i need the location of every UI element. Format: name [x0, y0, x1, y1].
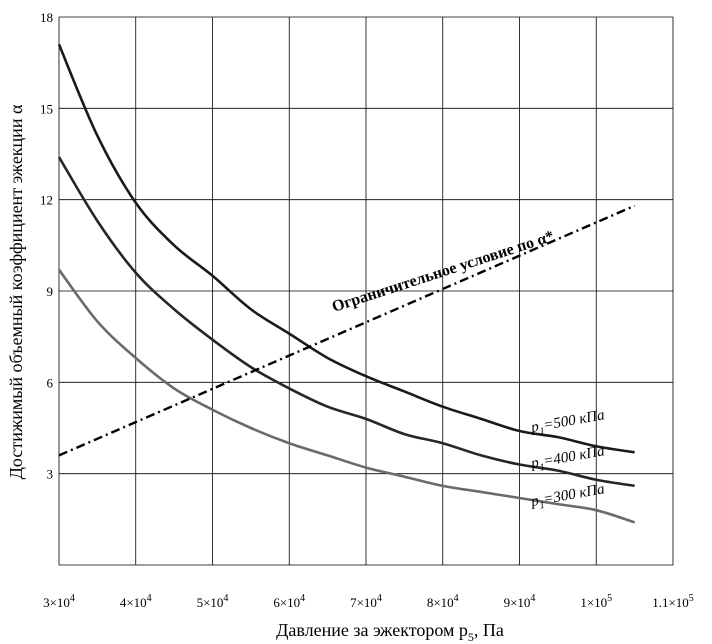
- curve-labels: p1=500 кПа p1=400 кПа p1=300 кПа: [529, 407, 606, 513]
- y-tick-label: 18: [40, 10, 53, 25]
- y-tick-label: 15: [40, 101, 53, 116]
- y-tick-label: 12: [40, 193, 53, 208]
- curve-label: p1=500 кПа: [529, 407, 606, 439]
- x-tick-label: 4×104: [120, 593, 152, 610]
- x-tick-label: 6×104: [273, 593, 305, 610]
- x-tick-label: 5×104: [197, 593, 229, 610]
- series-line: [57, 43, 635, 454]
- x-axis-title: Давление за эжектором p5, Па: [276, 620, 504, 644]
- x-tick-label: 8×104: [427, 593, 459, 610]
- y-axis-title: Достижимый объемный коэффициент эжекции …: [6, 104, 26, 479]
- series-line: [57, 268, 636, 524]
- x-tick-label: 1.1×105: [652, 593, 694, 610]
- y-tick-label: 3: [47, 467, 54, 482]
- x-tick-label: 9×104: [504, 593, 536, 610]
- grid: [58, 16, 674, 566]
- curve-label: p1=400 кПа: [529, 443, 606, 475]
- series-layer: [57, 43, 636, 524]
- y-tick-label: 9: [47, 284, 54, 299]
- series-line: [57, 156, 635, 488]
- x-tick-label: 7×104: [350, 593, 382, 610]
- y-tick-label: 6: [47, 375, 54, 390]
- curve-label: p1=300 кПа: [529, 481, 606, 513]
- x-tick-label: 1×105: [580, 593, 612, 610]
- tick-labels: 3×104 4×104 5×104 6×104 7×104 8×104 9×104 1×105…: [40, 10, 694, 610]
- x-tick-label: 3×104: [43, 593, 75, 610]
